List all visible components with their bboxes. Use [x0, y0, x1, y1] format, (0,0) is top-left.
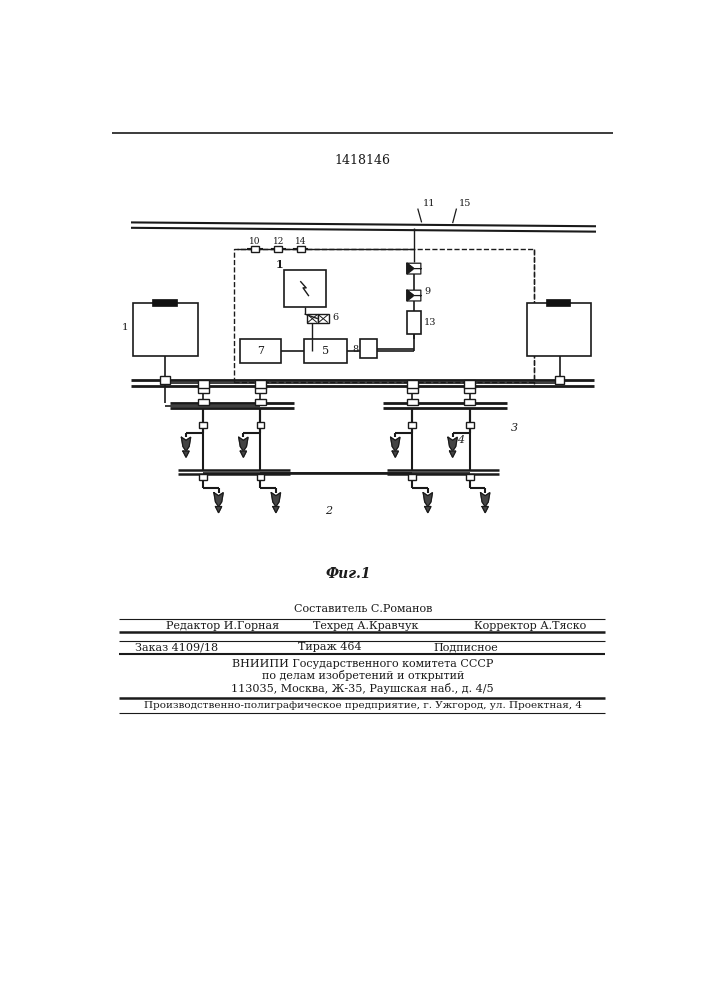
Polygon shape: [214, 493, 223, 507]
Polygon shape: [482, 507, 489, 513]
Polygon shape: [216, 507, 222, 513]
Bar: [307, 314, 317, 323]
Text: 12: 12: [273, 237, 284, 246]
Bar: [466, 422, 474, 428]
Text: ВНИИПИ Государственного комитета СССР: ВНИИПИ Государственного комитета СССР: [232, 659, 493, 669]
Bar: [199, 422, 207, 428]
Bar: [255, 380, 266, 388]
Bar: [407, 399, 418, 405]
Text: 13: 13: [424, 318, 436, 327]
Bar: [240, 339, 281, 363]
Text: Заказ 4109/18: Заказ 4109/18: [135, 642, 218, 652]
Bar: [527, 303, 591, 356]
Bar: [464, 380, 475, 388]
Text: Тираж 464: Тираж 464: [298, 642, 361, 652]
Bar: [409, 422, 416, 428]
Bar: [464, 386, 475, 393]
Bar: [234, 249, 534, 382]
Text: Корректор А.Тяско: Корректор А.Тяско: [474, 621, 587, 631]
Polygon shape: [391, 437, 400, 451]
Text: 1: 1: [122, 323, 129, 332]
Text: 113035, Москва, Ж-35, Раушская наб., д. 4/5: 113035, Москва, Ж-35, Раушская наб., д. …: [231, 683, 494, 694]
Bar: [304, 339, 347, 363]
Bar: [407, 380, 418, 388]
Text: 15: 15: [459, 199, 471, 208]
Bar: [546, 299, 571, 306]
Polygon shape: [414, 263, 421, 274]
Polygon shape: [414, 290, 421, 301]
Text: 3: 3: [511, 423, 518, 433]
Bar: [284, 270, 327, 307]
Polygon shape: [271, 493, 281, 507]
Polygon shape: [392, 451, 398, 457]
Text: Техред А.Кравчук: Техред А.Кравчук: [313, 621, 419, 631]
Bar: [409, 474, 416, 480]
Bar: [555, 376, 564, 384]
Text: 6: 6: [332, 313, 339, 322]
Polygon shape: [240, 451, 247, 457]
Polygon shape: [183, 451, 189, 457]
Polygon shape: [273, 507, 279, 513]
Text: Редактор И.Горная: Редактор И.Горная: [166, 621, 279, 631]
Bar: [297, 246, 305, 252]
Polygon shape: [407, 290, 414, 301]
Text: 14: 14: [295, 237, 306, 246]
Text: Производственно-полиграфическое предприятие, г. Ужгород, ул. Проектная, 4: Производственно-полиграфическое предприя…: [144, 701, 582, 710]
Bar: [464, 399, 475, 405]
Text: 4: 4: [457, 435, 464, 445]
Polygon shape: [239, 437, 248, 451]
Text: 10: 10: [250, 237, 261, 246]
Bar: [255, 399, 266, 405]
Text: 7: 7: [257, 346, 264, 356]
Bar: [317, 314, 329, 323]
Bar: [198, 380, 209, 388]
Bar: [407, 386, 418, 393]
Bar: [251, 246, 259, 252]
Bar: [160, 376, 170, 384]
Polygon shape: [481, 493, 490, 507]
Bar: [255, 386, 266, 393]
Polygon shape: [407, 263, 414, 274]
Text: 9: 9: [424, 287, 430, 296]
Bar: [274, 246, 282, 252]
Polygon shape: [450, 451, 456, 457]
Bar: [257, 474, 264, 480]
Text: по делам изобретений и открытий: по делам изобретений и открытий: [262, 670, 464, 681]
Polygon shape: [423, 493, 433, 507]
Bar: [257, 422, 264, 428]
Polygon shape: [425, 507, 431, 513]
Text: 11: 11: [423, 199, 436, 208]
Text: 1: 1: [276, 259, 284, 270]
Bar: [198, 386, 209, 393]
Bar: [466, 474, 474, 480]
Polygon shape: [182, 437, 191, 451]
Text: Фиг.1: Фиг.1: [325, 567, 370, 581]
Text: 8: 8: [352, 345, 358, 354]
Text: 1418146: 1418146: [334, 154, 391, 167]
Bar: [407, 311, 421, 334]
Polygon shape: [448, 437, 457, 451]
Bar: [152, 299, 177, 306]
Bar: [199, 474, 207, 480]
Text: Подписное: Подписное: [433, 642, 498, 652]
Bar: [198, 399, 209, 405]
Text: 5: 5: [322, 346, 329, 356]
Bar: [360, 339, 377, 358]
Text: 2: 2: [325, 506, 332, 516]
Bar: [134, 303, 198, 356]
Text: Составитель С.Романов: Составитель С.Романов: [293, 604, 432, 614]
